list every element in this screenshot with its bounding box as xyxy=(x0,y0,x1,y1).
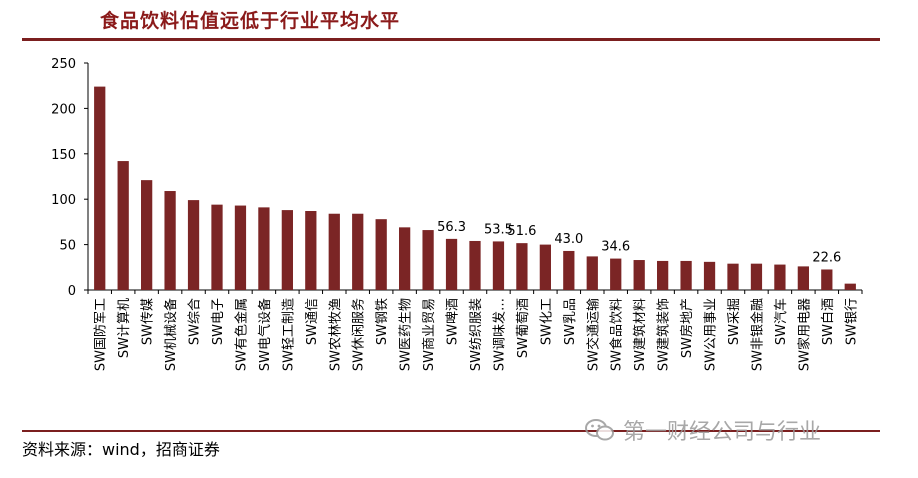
x-tick-label: SW轻工制造 xyxy=(281,298,296,371)
bar xyxy=(586,256,598,290)
x-tick-label: SW钢铁 xyxy=(375,298,390,345)
y-tick-label: 0 xyxy=(68,284,76,299)
bar-chart: 0 50 100 150 200 250 SW国防军工 SW计算机 SW传媒 SW机械设备 SW综合… xyxy=(51,57,863,371)
bar xyxy=(516,243,528,290)
bar xyxy=(117,161,129,290)
x-tick-label: SW调味发… xyxy=(491,298,507,371)
x-tick-label: SW采掘 xyxy=(727,298,742,345)
x-tick-label: SW银行 xyxy=(844,298,859,345)
data-label: 34.6 xyxy=(601,240,630,255)
x-tick-label: SW建筑装饰 xyxy=(656,298,672,371)
bar xyxy=(94,86,106,290)
x-tick-label: SW纺织服装 xyxy=(469,298,484,371)
x-tick-label: SW啤酒 xyxy=(446,298,461,345)
bar xyxy=(305,211,317,290)
x-tick-label: SW交通运输 xyxy=(585,298,601,371)
bar xyxy=(821,269,833,290)
x-tick-label: SW医药生物 xyxy=(399,298,414,371)
y-tick-label: 200 xyxy=(51,102,76,117)
bar xyxy=(610,258,622,290)
x-tick-label: SW化工 xyxy=(539,298,554,345)
bar xyxy=(281,210,293,290)
data-label: 43.0 xyxy=(554,232,583,247)
x-tick-label: SW机械设备 xyxy=(163,298,179,371)
x-tick-label: SW食品饮料 xyxy=(609,298,625,371)
bar xyxy=(141,180,153,290)
watermark: 第一财经公司与行业 xyxy=(585,414,821,446)
bar xyxy=(633,260,645,290)
bar xyxy=(258,207,270,290)
bar xyxy=(399,227,411,290)
data-label: 56.3 xyxy=(437,220,466,235)
x-tick-label: SW计算机 xyxy=(117,298,132,358)
x-tick-label: SW传媒 xyxy=(141,298,156,345)
x-tick-label: SW农林牧渔 xyxy=(328,298,343,371)
bottom-rule xyxy=(22,430,880,432)
x-tick-label: SW公用事业 xyxy=(704,298,719,371)
x-tick-label: SW非银金融 xyxy=(749,298,765,371)
source-note: 资料来源：wind，招商证券 xyxy=(22,440,220,459)
bar xyxy=(680,260,692,290)
x-tick-label: SW白酒 xyxy=(820,298,836,345)
chart-title: 食品饮料估值远低于行业平均水平 xyxy=(100,10,401,32)
x-tick-label: SW电子 xyxy=(211,298,226,345)
data-label: 51.6 xyxy=(507,224,536,239)
bar xyxy=(563,250,575,290)
x-tick-label: SW建筑材料 xyxy=(632,298,648,371)
x-tick-label: SW通信 xyxy=(305,298,320,345)
x-tick-label: SW乳品 xyxy=(563,298,578,345)
bar xyxy=(352,213,364,290)
wechat-icon xyxy=(585,419,614,441)
bar xyxy=(774,264,786,290)
bar xyxy=(164,191,176,290)
bar xyxy=(328,213,340,290)
bar xyxy=(234,205,247,290)
data-label: 53.5 xyxy=(484,222,513,237)
x-tick-label: SW家用电器 xyxy=(796,298,812,371)
x-tick-label: SW国防军工 xyxy=(93,298,109,371)
x-tick-label: SW葡萄酒 xyxy=(516,298,531,358)
y-tick-label: 150 xyxy=(51,148,76,163)
bar xyxy=(539,244,551,290)
y-tick-label: 250 xyxy=(51,57,76,72)
x-tick-label: SW休闲服务 xyxy=(351,298,367,371)
y-tick-label: 50 xyxy=(59,239,76,254)
x-tick-label: SW汽车 xyxy=(773,298,789,345)
data-label: 22.6 xyxy=(812,250,841,265)
x-tick-label: SW综合 xyxy=(188,298,203,345)
x-tick-label: SW房地产 xyxy=(679,298,695,358)
bar xyxy=(657,260,669,290)
bar xyxy=(469,240,481,290)
bar xyxy=(211,204,223,290)
bar xyxy=(445,238,458,290)
x-tick-label: SW商业贸易 xyxy=(422,298,437,371)
bar xyxy=(375,219,387,290)
bar xyxy=(703,261,716,290)
y-tick-label: 100 xyxy=(51,193,76,208)
bar xyxy=(797,266,809,290)
bar xyxy=(492,241,505,290)
bar xyxy=(844,283,856,290)
watermark-text: 第一财经公司与行业 xyxy=(623,420,822,445)
bar xyxy=(727,263,739,290)
top-rule xyxy=(22,38,880,41)
bar xyxy=(750,263,763,290)
bar xyxy=(422,230,434,290)
x-tick-label: SW电气设备 xyxy=(257,298,273,371)
x-tick-label: SW有色金属 xyxy=(233,298,249,371)
bar xyxy=(187,200,200,290)
